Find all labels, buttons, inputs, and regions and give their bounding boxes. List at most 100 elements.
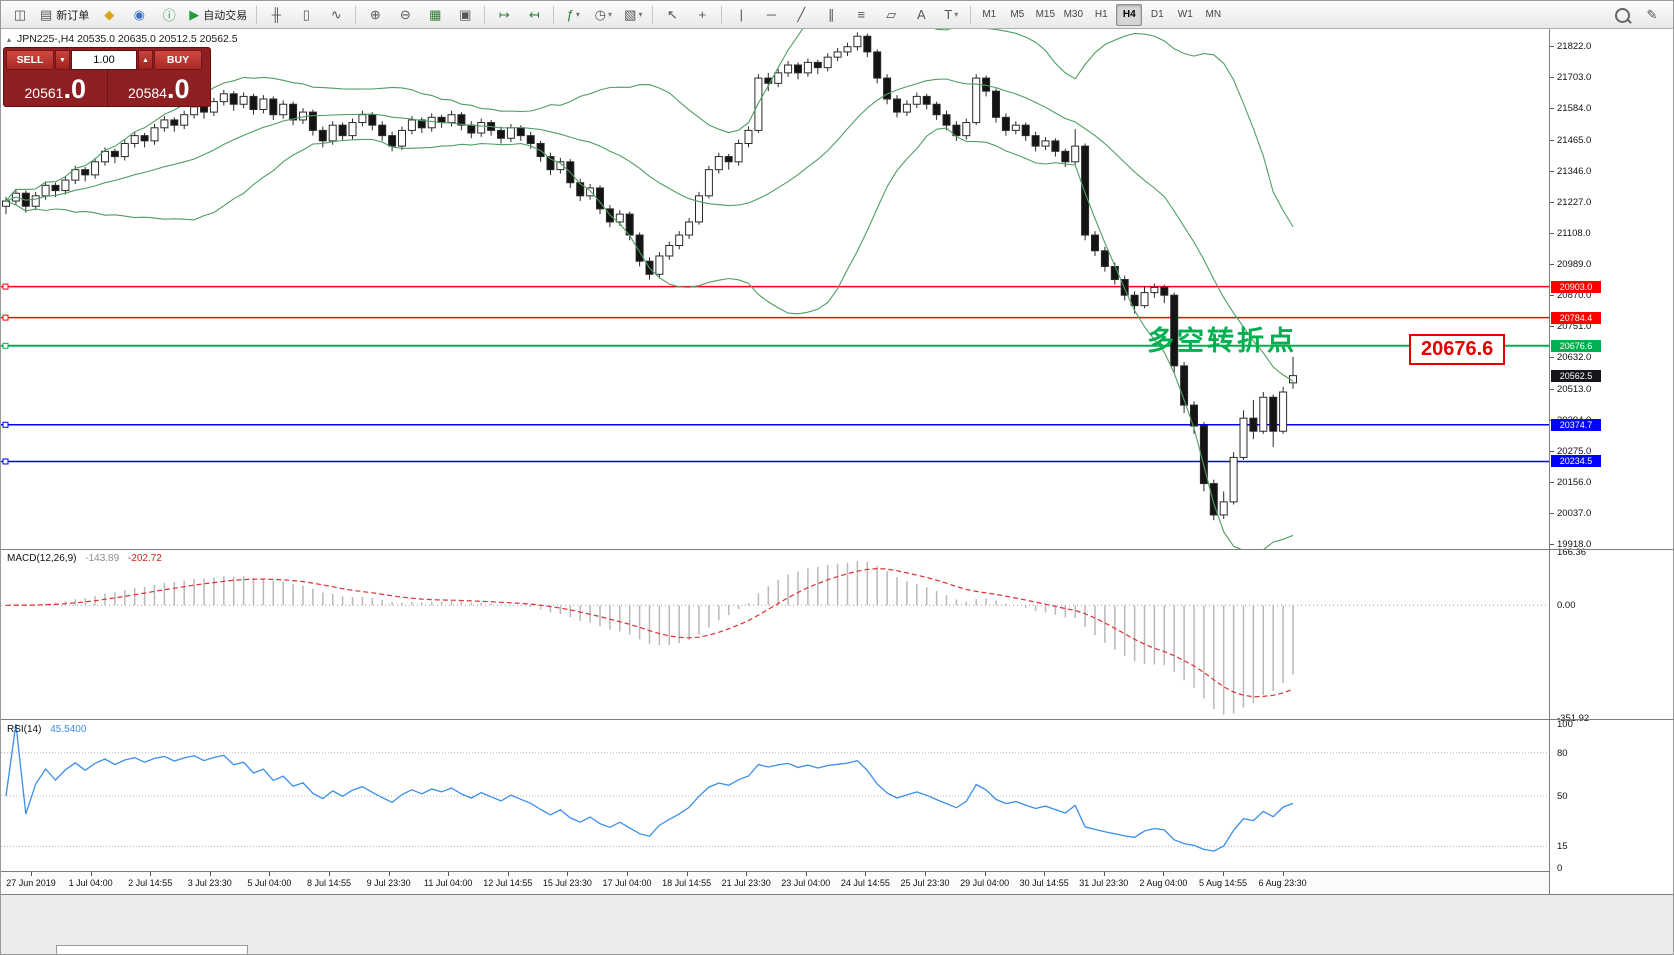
volume-input[interactable] bbox=[71, 50, 137, 70]
trendline-icon[interactable]: ╱ bbox=[797, 6, 806, 22]
line-handle[interactable] bbox=[2, 342, 9, 349]
toolbar-separator bbox=[553, 5, 555, 24]
buy-button[interactable]: BUY bbox=[154, 50, 202, 70]
candle-body bbox=[41, 184, 50, 197]
candlestick-chart-icon[interactable]: ▯ bbox=[302, 6, 310, 22]
periods-icon[interactable]: ◷ ▾ bbox=[594, 6, 612, 22]
rsi-value: 45.5400 bbox=[50, 724, 87, 735]
cursor-icon[interactable]: ↖ bbox=[666, 6, 678, 22]
candle-body bbox=[794, 64, 802, 74]
time-tick bbox=[865, 872, 867, 876]
grid-icon[interactable]: ▦ bbox=[429, 6, 442, 22]
timeframe-button-h4[interactable]: H4 bbox=[1116, 3, 1143, 26]
time-tick bbox=[1163, 872, 1165, 876]
candle-body bbox=[714, 156, 723, 171]
candle-body bbox=[873, 51, 882, 79]
timeframe-button-h1[interactable]: H1 bbox=[1094, 9, 1108, 20]
timeframe-button-w1[interactable]: W1 bbox=[1177, 9, 1193, 20]
timeframe-button-m30[interactable]: M30 bbox=[1063, 9, 1084, 20]
chart-annotation-text[interactable]: 多空转折点 bbox=[1147, 326, 1297, 356]
price-tag: 20234.5 bbox=[1551, 455, 1601, 468]
line-handle[interactable] bbox=[2, 314, 9, 321]
bar-chart-icon[interactable]: ╫ bbox=[271, 7, 281, 22]
macd-axis-label: -351.92 bbox=[1557, 713, 1589, 724]
candle-body bbox=[1051, 140, 1060, 152]
line-chart-icon[interactable]: ∿ bbox=[330, 6, 342, 22]
new-chart-icon[interactable]: ◫ bbox=[13, 6, 27, 22]
price-callout-box[interactable]: 20676.6 bbox=[1409, 334, 1506, 365]
time-axis-label: 8 Jul 14:55 bbox=[306, 878, 352, 888]
chart-shift-icon[interactable]: ↦ bbox=[498, 6, 510, 22]
timeframe-button-m1[interactable]: M1 bbox=[982, 9, 997, 20]
line-handle[interactable] bbox=[2, 458, 9, 465]
toolbar-separator bbox=[256, 5, 258, 24]
rsi-indicator-chart[interactable] bbox=[1, 720, 1549, 872]
fibonacci-icon[interactable]: ≡ bbox=[857, 7, 866, 22]
time-tick bbox=[388, 872, 390, 876]
info-icon[interactable]: ⓘ bbox=[162, 8, 176, 23]
candle-body bbox=[130, 135, 139, 144]
chart-profiles-icon[interactable]: ◆ bbox=[104, 6, 115, 22]
volume-up-icon[interactable]: ▲ bbox=[138, 50, 153, 70]
time-axis-label: 11 Jul 04:00 bbox=[424, 878, 473, 888]
channel-icon[interactable]: ∥ bbox=[828, 6, 835, 22]
candle-body bbox=[675, 234, 684, 247]
candle-body bbox=[774, 72, 783, 84]
price-tag: 20374.7 bbox=[1551, 418, 1601, 431]
ohlc-text: 20535.0 20635.0 20512.5 20562.5 bbox=[77, 33, 238, 45]
line-handle[interactable] bbox=[2, 283, 9, 290]
candle-body bbox=[912, 95, 921, 105]
candle-body bbox=[615, 213, 624, 223]
new-order-button[interactable]: ▤ 新订单 bbox=[40, 6, 90, 22]
indicators-icon[interactable]: ƒ ▾ bbox=[566, 7, 580, 22]
vertical-line-icon[interactable]: | bbox=[739, 7, 743, 22]
candle-body bbox=[833, 51, 842, 58]
text-icon[interactable]: A bbox=[916, 7, 926, 22]
auto-scroll-icon[interactable]: ↤ bbox=[528, 6, 540, 22]
candle-body bbox=[655, 255, 664, 275]
autotrade-button[interactable]: ▶ 自动交易 bbox=[189, 6, 248, 22]
price-axis-label: 20037.0 bbox=[1557, 508, 1592, 520]
time-axis-label: 24 Jul 14:55 bbox=[840, 878, 890, 888]
crosshair-icon[interactable]: + bbox=[698, 7, 707, 22]
time-tick bbox=[448, 872, 450, 876]
macd-indicator-chart[interactable] bbox=[1, 550, 1549, 720]
templates-icon[interactable]: ▧ ▾ bbox=[624, 6, 643, 22]
pencil-icon[interactable]: ✎ bbox=[1646, 7, 1658, 22]
candle-body bbox=[665, 245, 674, 257]
panel-divider[interactable] bbox=[1, 719, 1673, 720]
price-chart[interactable] bbox=[1, 29, 1549, 550]
macd-value: -143.89 bbox=[85, 553, 120, 564]
candle-body bbox=[922, 95, 931, 105]
panel-divider[interactable] bbox=[1, 549, 1673, 550]
candle-body bbox=[1091, 234, 1099, 252]
text-label-icon[interactable]: T ▾ bbox=[944, 7, 959, 22]
price-axis[interactable]: 21822.0 21703.0 21584.0 21465.0 21346.0 21227… bbox=[1549, 29, 1673, 895]
candle-body bbox=[1140, 292, 1149, 307]
timeframe-button-mn[interactable]: MN bbox=[1205, 9, 1222, 20]
tile-windows-icon[interactable]: ▣ bbox=[459, 6, 472, 22]
time-axis-label: 1 Jul 04:00 bbox=[68, 878, 113, 888]
candle-body bbox=[71, 169, 80, 181]
candle-body bbox=[704, 169, 713, 197]
search-icon[interactable] bbox=[1608, 3, 1636, 27]
shapes-icon[interactable]: ▱ bbox=[886, 6, 897, 22]
line-handle[interactable] bbox=[2, 421, 9, 428]
rsi-axis-label: 0 bbox=[1557, 863, 1563, 874]
zoom-out-icon[interactable]: ⊖ bbox=[399, 6, 411, 22]
timeframe-button-d1[interactable]: D1 bbox=[1150, 9, 1164, 20]
sell-button[interactable]: SELL bbox=[6, 50, 54, 70]
data-window-icon[interactable]: ◉ bbox=[133, 6, 145, 22]
candle-body bbox=[1259, 396, 1268, 432]
bollinger-band bbox=[5, 29, 1294, 228]
price-axis-label: 20513.0 bbox=[1557, 383, 1592, 395]
price-axis-label: 21703.0 bbox=[1557, 72, 1592, 84]
candle-body bbox=[734, 142, 743, 163]
zoom-in-icon[interactable]: ⊕ bbox=[369, 6, 381, 22]
timeframe-button-m5[interactable]: M5 bbox=[1010, 9, 1025, 20]
horizontal-line-icon[interactable]: ─ bbox=[766, 7, 776, 22]
candle-body bbox=[190, 106, 199, 116]
time-axis[interactable]: 27 Jun 2019 1 Jul 04:00 2 Jul 14:55 3 Jul 2… bbox=[1, 872, 1549, 895]
volume-dropdown-icon[interactable]: ▼ bbox=[55, 50, 70, 70]
timeframe-button-m15[interactable]: M15 bbox=[1035, 9, 1056, 20]
